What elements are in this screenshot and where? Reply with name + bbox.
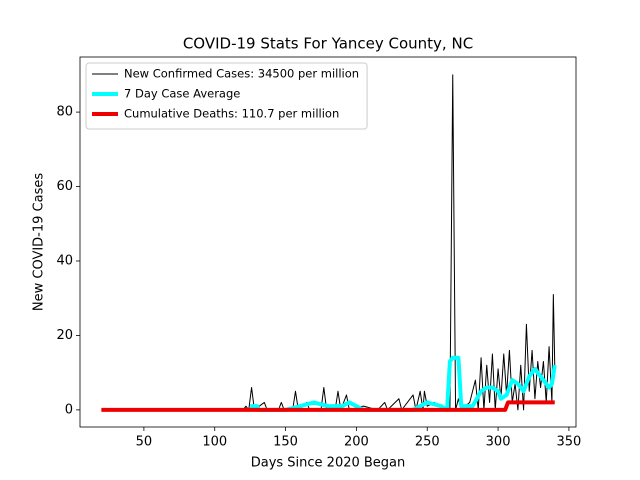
y-tick-label: 40 xyxy=(56,253,73,268)
x-tick-label: 250 xyxy=(415,435,440,450)
x-tick-label: 100 xyxy=(202,435,227,450)
y-tick-label: 0 xyxy=(65,402,73,417)
legend: New Confirmed Cases: 34500 per million 7 … xyxy=(85,62,368,130)
legend-label: New Confirmed Cases: 34500 per million xyxy=(124,67,359,81)
y-tick-label: 60 xyxy=(56,179,73,194)
legend-label: 7 Day Case Average xyxy=(124,87,240,101)
y-axis-label: New COVID-19 Cases xyxy=(32,173,47,311)
y-tick-label: 80 xyxy=(56,105,73,120)
x-tick-label: 150 xyxy=(273,435,298,450)
x-tick-label: 200 xyxy=(344,435,369,450)
legend-label: Cumulative Deaths: 110.7 per million xyxy=(124,107,339,121)
plot-frame xyxy=(79,56,577,428)
y-tick-label: 20 xyxy=(56,328,73,343)
legend-frame xyxy=(85,62,368,130)
chart-title: COVID-19 Stats For Yancey County, NC xyxy=(183,35,473,53)
series-line xyxy=(250,355,557,412)
x-tick-label: 350 xyxy=(557,435,582,450)
series-line xyxy=(101,400,555,412)
x-axis-label: Days Since 2020 Began xyxy=(251,456,406,471)
x-tick-label: 300 xyxy=(486,435,511,450)
x-tick-label: 50 xyxy=(136,435,153,450)
